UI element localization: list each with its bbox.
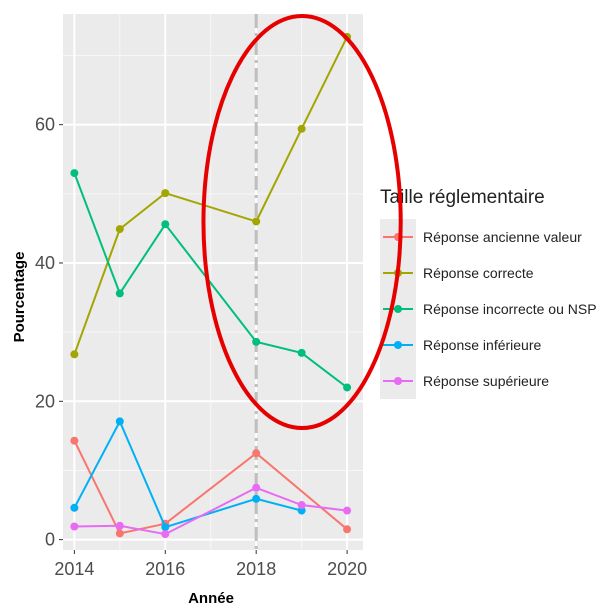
series-layer <box>70 32 352 539</box>
data-point <box>70 503 79 512</box>
series-4 <box>70 417 306 532</box>
data-point <box>161 523 170 532</box>
legend-label: Réponse correcte <box>423 265 534 281</box>
x-tick-label: 2016 <box>145 559 185 579</box>
data-point <box>343 506 352 515</box>
data-point <box>252 483 261 492</box>
y-axis-ticks: 0 20 40 60 <box>35 115 63 550</box>
series-3 <box>70 169 352 392</box>
y-tick-label: 40 <box>35 253 55 273</box>
data-point <box>252 217 261 226</box>
data-point <box>252 494 261 503</box>
plot-panel <box>63 14 363 550</box>
x-tick-label: 2014 <box>54 559 94 579</box>
series-line <box>74 486 348 536</box>
y-axis-title: Pourcentage <box>11 252 28 343</box>
series-line <box>73 36 348 355</box>
legend-label: Réponse ancienne valeur <box>423 229 582 245</box>
legend-label: Réponse supérieure <box>423 373 549 389</box>
legend-item: Réponse correcte <box>380 255 534 291</box>
data-point <box>252 337 261 346</box>
data-point <box>70 522 79 531</box>
y-tick-label: 0 <box>45 530 55 550</box>
data-point <box>70 169 79 178</box>
legend-item: Réponse incorrecte ou NSP <box>380 291 597 327</box>
legend-item: Réponse supérieure <box>380 363 549 399</box>
data-point <box>115 289 124 298</box>
data-point <box>70 350 79 359</box>
data-point <box>161 189 170 198</box>
x-tick-label: 2018 <box>236 559 276 579</box>
series-line <box>73 172 348 389</box>
y-tick-label: 20 <box>35 391 55 411</box>
data-point <box>70 436 79 445</box>
legend-key-point <box>394 305 402 313</box>
legend: Réponse ancienne valeur Réponse correcte R… <box>380 219 597 399</box>
legend-item: Réponse ancienne valeur <box>380 219 582 255</box>
data-point <box>115 225 124 234</box>
data-point <box>115 529 124 538</box>
legend-label: Réponse incorrecte ou NSP <box>423 301 597 317</box>
y-tick-label: 60 <box>35 115 55 135</box>
x-axis-ticks: 2014 2016 2018 2020 <box>54 550 367 579</box>
data-point <box>161 530 170 539</box>
annotation-ellipse <box>201 14 403 430</box>
data-point <box>343 525 352 534</box>
data-point <box>297 501 306 510</box>
legend-key-point <box>394 377 402 385</box>
data-point <box>343 383 352 392</box>
legend-title: Taille réglementaire <box>380 187 545 208</box>
data-point <box>252 449 261 458</box>
data-point <box>161 220 170 229</box>
legend-item: Réponse inférieure <box>380 327 542 363</box>
data-point <box>297 506 306 515</box>
x-tick-label: 2020 <box>327 559 367 579</box>
data-point <box>297 124 306 133</box>
data-point <box>115 417 124 426</box>
legend-label: Réponse inférieure <box>423 337 542 353</box>
x-axis-title: Année <box>188 590 234 607</box>
series-2 <box>70 32 352 359</box>
major-gridlines <box>63 14 363 550</box>
data-point <box>115 521 124 530</box>
data-point <box>297 348 306 357</box>
series-5 <box>70 483 352 539</box>
legend-key-point <box>394 341 402 349</box>
